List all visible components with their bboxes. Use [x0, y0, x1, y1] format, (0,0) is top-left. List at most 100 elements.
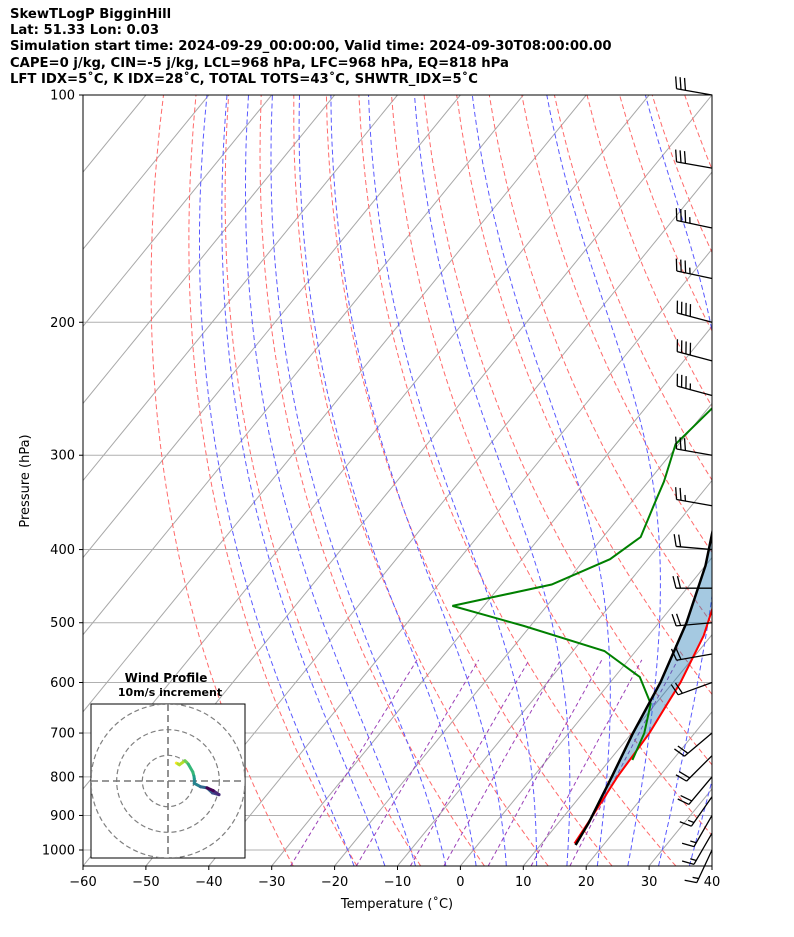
location-line: Lat: 51.33 Lon: 0.03 — [10, 23, 160, 39]
barb-half-flag — [687, 819, 695, 824]
barb-staff — [677, 385, 713, 397]
mixing-ratio-line — [487, 659, 603, 866]
isotherm-line — [83, 95, 398, 482]
isotherm-line — [585, 711, 712, 866]
mixing-ratio-line — [443, 659, 561, 866]
barb-flag — [670, 648, 678, 661]
barb-flag — [673, 534, 677, 547]
barb-staff — [690, 796, 713, 827]
hodograph: Wind Profile 10m/s increment — [90, 671, 246, 859]
dry-adiabat — [717, 95, 794, 866]
barb-flag — [675, 774, 687, 782]
y-axis-label: Pressure (hPa) — [18, 434, 33, 527]
temperature-line — [573, 606, 712, 844]
y-tick-label: 1000 — [42, 844, 75, 859]
chart-title: SkewTLogP BigginHill — [10, 7, 172, 22]
barb-staff — [677, 681, 713, 696]
x-tick-label: −20 — [321, 875, 348, 890]
mixing-ratio-line — [290, 659, 418, 866]
wind-barb — [676, 339, 713, 362]
barb-staff — [676, 161, 713, 169]
barb-flag — [679, 77, 682, 90]
dry-adiabat — [259, 95, 485, 866]
y-tick-label: 700 — [50, 727, 75, 742]
barb-flag — [677, 798, 690, 805]
barb-flag — [675, 647, 682, 660]
wind-barb — [676, 300, 713, 323]
barb-flag — [674, 748, 685, 757]
barb-flag — [675, 613, 682, 626]
cape-fill — [574, 533, 712, 845]
moist-adiabat — [245, 95, 416, 866]
dry-adiabat — [224, 95, 422, 866]
dry-adiabat — [619, 95, 712, 332]
moist-adiabat — [688, 778, 712, 866]
wind-barb — [670, 681, 713, 696]
wind-barb — [670, 647, 713, 661]
x-axis-label: Temperature (˚C) — [340, 896, 453, 912]
moist-adiabat — [221, 95, 386, 866]
wind-barb — [677, 776, 713, 805]
isotherm-line — [83, 95, 335, 405]
mixing-ratio-line — [530, 659, 643, 866]
barb-half-flag — [690, 840, 697, 844]
barb-staff — [676, 622, 713, 627]
barb-flag — [679, 821, 692, 827]
barb-flag — [683, 77, 687, 91]
barb-half-flag — [690, 858, 697, 862]
barb-flag — [683, 151, 687, 164]
barb-flag — [679, 487, 682, 501]
wind-barb — [671, 613, 713, 627]
barb-staff — [676, 270, 713, 280]
wind-barb — [676, 373, 713, 397]
indices-line-2: LFT IDX=5˚C, K IDX=28˚C, TOTAL TOTS=43˚C… — [10, 71, 478, 87]
y-tick-label: 100 — [50, 89, 75, 104]
moist-adiabat — [414, 95, 571, 866]
isotherm-line — [83, 95, 587, 713]
y-tick-label: 400 — [50, 543, 75, 558]
isotherm-line — [83, 95, 210, 250]
wind-barb — [681, 832, 713, 865]
mixing-ratio-line — [355, 659, 480, 866]
moist-adiabat — [270, 95, 447, 866]
moist-adiabat — [644, 95, 712, 866]
dry-adiabat — [521, 95, 712, 554]
mixing-ratio-line — [409, 659, 530, 866]
moist-adiabat — [720, 95, 794, 866]
dry-adiabat — [684, 95, 712, 171]
barb-staff — [676, 653, 713, 661]
barb-flag — [678, 771, 691, 779]
barb-staff — [693, 815, 713, 847]
y-tick-label: 500 — [50, 616, 75, 631]
hodograph-subtitle: 10m/s increment — [118, 686, 222, 699]
isotherm-line — [334, 402, 712, 866]
barb-flag — [681, 860, 695, 865]
barb-flag — [670, 684, 679, 696]
barb-flag — [679, 150, 682, 163]
axis-ticks: −60 −50 −40 −30 −20 −10 0 10 20 30 40 100 200 300 400 5… — [42, 89, 720, 891]
isotherm-line — [208, 248, 712, 866]
wind-barb — [674, 732, 713, 757]
isotherm-line — [145, 171, 712, 866]
dewpoint-line — [452, 406, 712, 761]
moist-adiabat — [471, 95, 611, 866]
x-tick-label: 30 — [641, 875, 658, 890]
dry-adiabat — [293, 95, 549, 866]
dry-adiabat — [750, 95, 794, 866]
y-tick-label: 900 — [50, 809, 75, 824]
barb-flag — [676, 576, 682, 589]
chart-header: SkewTLogP BigginHill Lat: 51.33 Lon: 0.0… — [10, 7, 612, 88]
dry-adiabat — [325, 95, 613, 866]
wind-barb — [675, 76, 713, 96]
wind-barb — [675, 149, 713, 169]
dry-adiabat — [391, 95, 712, 837]
wind-barb — [679, 796, 713, 827]
isotherm-line — [271, 325, 712, 866]
isotherm-line — [83, 95, 84, 96]
barb-staff — [676, 545, 713, 551]
dry-adiabat — [488, 95, 712, 625]
times-line: Simulation start time: 2024-09-29_00:00:… — [10, 39, 612, 55]
x-tick-label: −40 — [195, 875, 222, 890]
dry-adiabat — [188, 95, 358, 866]
